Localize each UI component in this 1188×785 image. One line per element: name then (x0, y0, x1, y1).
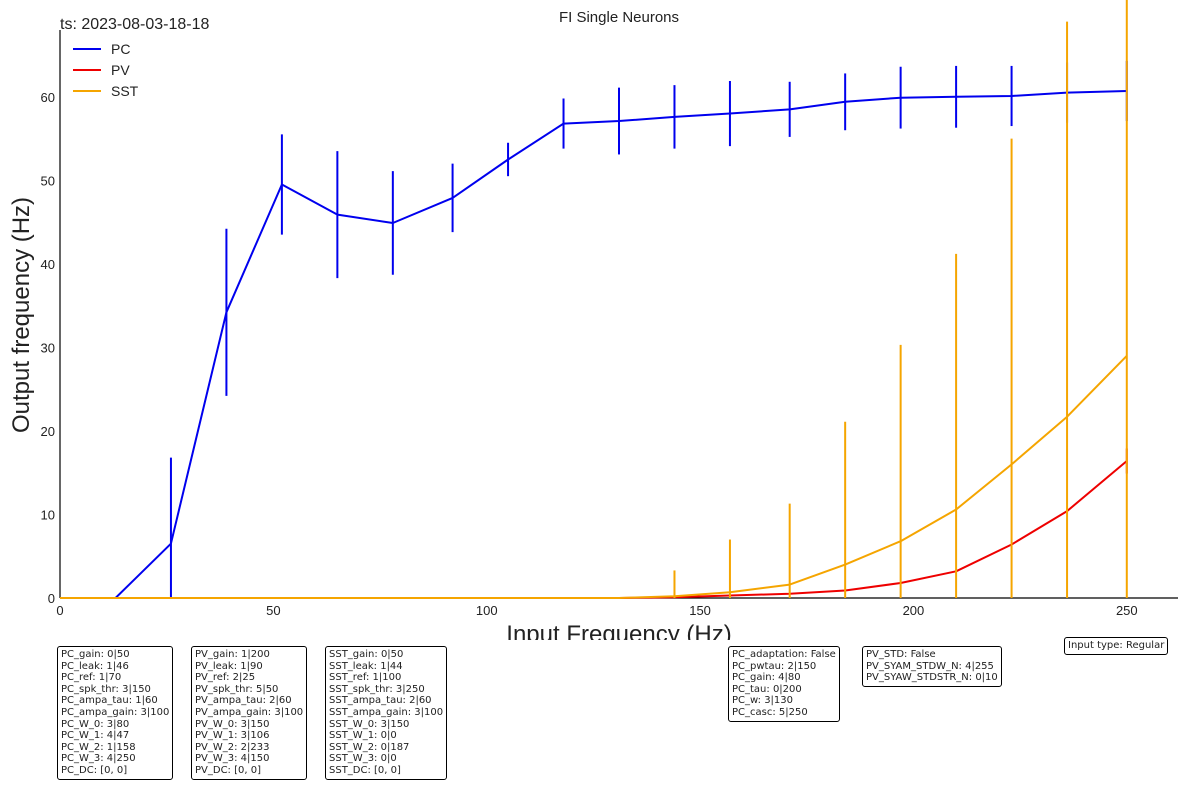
y-tick-label: 10 (41, 507, 55, 522)
param-line: PC_gain: 4|80 (732, 672, 801, 684)
param-line: SST_leak: 1|44 (329, 660, 403, 672)
param-line: SST_W_1: 0|0 (329, 730, 397, 742)
param-line: PC_ref: 1|70 (61, 672, 122, 684)
param-line: SST_ref: 1|100 (329, 672, 402, 684)
x-tick-label: 150 (689, 603, 711, 618)
param-line: PV_W_2: 2|233 (195, 741, 270, 753)
param-line: SST_W_2: 0|187 (329, 741, 410, 753)
series-line-sst (60, 355, 1128, 599)
y-tick-label: 50 (41, 173, 55, 188)
param-line: PC_gain: 0|50 (61, 649, 130, 660)
pc-params-box: PC_gain: 0|50 PC_leak: 1|46 PC_ref: 1|70 PC… (57, 646, 174, 780)
param-line: PC_W_0: 3|80 (61, 718, 130, 730)
x-tick-label: 200 (903, 603, 925, 618)
series-line-pv (60, 460, 1128, 599)
param-line: PV_SYAW_STDSTR_N: 0|10 (866, 672, 998, 684)
param-line: PV_SYAM_STDW_N: 4|255 (866, 660, 994, 672)
param-line: PC_leak: 1|46 (61, 660, 129, 672)
param-line: PV_ampa_tau: 2|60 (195, 695, 292, 707)
param-line: PC_tau: 0|200 (732, 683, 802, 695)
param-line: Input type: Regular (1068, 640, 1165, 651)
y-tick-label: 40 (41, 257, 55, 272)
chart-title: FI Single Neurons (559, 9, 679, 26)
param-line: PC_W_2: 1|158 (61, 741, 136, 753)
param-line: PV_W_0: 3|150 (195, 718, 270, 730)
param-line: SST_W_3: 0|0 (329, 753, 397, 765)
series-line-pc (60, 90, 1127, 599)
param-line: PC_spk_thr: 3|150 (61, 683, 151, 695)
legend-item-pv: PV (73, 62, 130, 78)
legend-item-pc: PC (73, 41, 130, 57)
param-line: PV_ampa_gain: 3|100 (195, 706, 304, 718)
legend-item-sst: SST (73, 83, 139, 99)
param-line: SST_gain: 0|50 (329, 649, 404, 660)
fi-chart: 0 50 100 150 200 250 0 10 20 30 40 50 60 PC PV SST FI … (8, 0, 1178, 640)
legend-label: PC (111, 41, 130, 57)
x-tick-label: 50 (266, 603, 280, 618)
param-line: PV_W_3: 4|150 (195, 753, 270, 765)
pc-adaptation-params-box: PC_adaptation: False PC_pwtau: 2|150 PC_ga… (728, 646, 840, 722)
param-line: PV_DC: [0, 0] (195, 764, 261, 776)
timestamp-label: ts: 2023-08-03-18-18 (60, 16, 210, 33)
y-tick-label: 30 (41, 340, 55, 355)
series-pv (60, 448, 1128, 599)
param-line: PC_ampa_tau: 1|60 (61, 695, 158, 707)
param-line: PC_W_1: 4|47 (61, 730, 130, 742)
param-line: PC_DC: [0, 0] (61, 764, 128, 776)
param-line: SST_DC: [0, 0] (329, 764, 401, 776)
pv-std-params-box: PV_STD: False PV_SYAM_STDW_N: 4|255 PV_SYA… (862, 646, 1002, 687)
param-line: SST_ampa_gain: 3|100 (329, 706, 444, 718)
x-tick-label: 100 (476, 603, 498, 618)
y-tick-label: 0 (48, 591, 55, 606)
series-pc (60, 60, 1128, 599)
y-tick-label: 20 (41, 424, 55, 439)
param-line: PV_STD: False (866, 649, 936, 660)
pv-params-box: PV_gain: 1|200 PV_leak: 1|90 PV_ref: 2|25 P… (191, 646, 308, 780)
param-line: SST_spk_thr: 3|250 (329, 683, 425, 695)
param-line: PC_ampa_gain: 3|100 (61, 706, 170, 718)
series-sst (60, 0, 1128, 599)
param-line: PC_W_3: 4|250 (61, 753, 136, 765)
x-axis-label: Input Frequency (Hz) (506, 621, 731, 640)
param-line: PV_W_1: 3|106 (195, 730, 270, 742)
y-tick-label: 60 (41, 90, 55, 105)
y-axis-label: Output frequency (Hz) (8, 197, 35, 433)
param-line: PV_gain: 1|200 (195, 649, 270, 660)
x-tick-label: 250 (1116, 603, 1138, 618)
param-line: SST_ampa_tau: 2|60 (329, 695, 432, 707)
param-line: PC_w: 3|130 (732, 695, 794, 707)
legend-label: SST (111, 83, 139, 99)
sst-params-box: SST_gain: 0|50 SST_leak: 1|44 SST_ref: 1|1… (325, 646, 448, 780)
param-line: PC_pwtau: 2|150 (732, 660, 817, 672)
input-type-box: Input type: Regular (1064, 637, 1169, 655)
x-tick-label: 0 (56, 603, 63, 618)
param-line: PC_adaptation: False (732, 649, 836, 660)
legend-label: PV (111, 62, 130, 78)
param-line: PV_spk_thr: 5|50 (195, 683, 279, 695)
param-line: SST_W_0: 3|150 (329, 718, 410, 730)
param-line: PV_ref: 2|25 (195, 672, 256, 684)
param-line: PC_casc: 5|250 (732, 706, 808, 718)
param-line: PV_leak: 1|90 (195, 660, 263, 672)
